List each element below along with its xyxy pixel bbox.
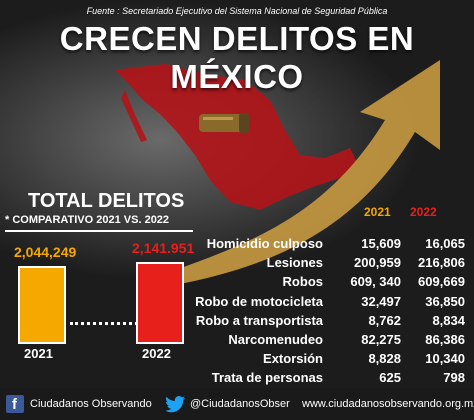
year-header-2021: 2021 [364, 205, 391, 219]
table-row: Trata de personas 625 798 [190, 370, 470, 388]
bar-2021 [18, 266, 66, 344]
crime-label: Robo de motocicleta [195, 293, 323, 309]
value-2022: 798 [443, 370, 465, 386]
source-note: Fuente : Secretariado Ejecutivo del Sist… [86, 6, 388, 16]
value-2022: 16,065 [425, 236, 465, 251]
bar-category-label: 2021 [24, 346, 53, 361]
mexico-map [115, 64, 357, 210]
year-header-2022: 2022 [410, 205, 437, 219]
crime-label: Narcomenudeo [228, 332, 323, 347]
value-2021: 32,497 [361, 293, 401, 309]
total-title: TOTAL DELITOS [28, 190, 185, 212]
value-2022: 10,340 [425, 351, 465, 367]
value-2021: 625 [379, 370, 401, 386]
value-2022: 8,834 [432, 312, 465, 328]
crime-label: Trata de personas [211, 370, 323, 386]
page-title: CRECEN DELITOS EN MÉXICO [59, 20, 415, 95]
divider [5, 230, 193, 232]
crime-label: Lesiones [266, 255, 323, 271]
table-row: Robo a transportista 8,762 8,834 [190, 313, 470, 331]
bullet-casing [199, 113, 249, 133]
value-2022: 36,850 [425, 293, 465, 309]
bar-value-label: 2,141.951 [132, 240, 195, 256]
dotted-connector [70, 322, 138, 325]
facebook-icon[interactable]: f [6, 395, 24, 413]
table-row: Lesiones 200,959 216,806 [190, 255, 470, 273]
value-2022: 609,669 [418, 274, 465, 290]
website-link[interactable]: www.ciudadanosobservando.org.mx [302, 398, 474, 410]
crime-label: Robo a transportista [195, 312, 323, 328]
footer [0, 388, 474, 420]
crime-label: Extorsión [263, 351, 323, 367]
value-2021: 15,609 [361, 236, 401, 251]
table-row: Extorsión 8,828 10,340 [190, 351, 470, 369]
crime-label: Homicidio culposo [206, 236, 323, 251]
table-row: Robo de motocicleta 32,497 36,850 [190, 294, 470, 312]
value-2022: 216,806 [418, 255, 465, 271]
table-row: Narcomenudeo 82,275 86,386 [190, 332, 470, 350]
value-2021: 82,275 [361, 332, 401, 347]
bar-value-label: 2,044,249 [14, 244, 77, 260]
facebook-handle[interactable]: Ciudadanos Observando [30, 398, 152, 410]
value-2021: 8,828 [368, 351, 401, 367]
table-row: Homicidio culposo 15,609 16,065 [190, 236, 470, 254]
crime-label: Robos [282, 274, 323, 290]
value-2021: 8,762 [368, 312, 401, 328]
table-row: Robos 609, 340 609,669 [190, 274, 470, 292]
twitter-handle[interactable]: @CiudadanosObser [190, 398, 290, 410]
value-2021: 609, 340 [350, 274, 401, 290]
value-2022: 86,386 [425, 332, 465, 347]
twitter-icon[interactable] [166, 395, 186, 413]
bar-2022 [136, 262, 184, 344]
value-2021: 200,959 [354, 255, 401, 271]
total-subtitle: * COMPARATIVO 2021 VS. 2022 [5, 214, 170, 226]
bar-category-label: 2022 [142, 346, 171, 361]
